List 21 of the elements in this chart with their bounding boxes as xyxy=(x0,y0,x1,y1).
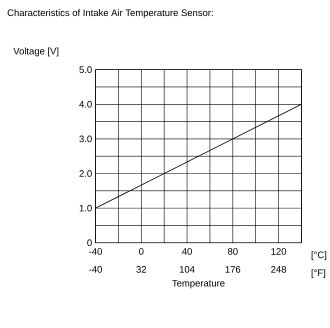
x2-tick-label: -40 xyxy=(89,266,102,273)
y-tick-label: 2.0 xyxy=(80,170,92,177)
y-tick-label: 0 xyxy=(87,239,92,246)
text: [°C] xyxy=(312,251,326,260)
x-axis-title: Temperature xyxy=(172,280,225,288)
x2-tick-label: 104 xyxy=(180,266,195,273)
x-tick-label: 80 xyxy=(228,248,238,255)
y-axis-title: Voltage [V] xyxy=(13,47,58,56)
x2-tick-label: 176 xyxy=(226,266,240,273)
chart-title: Characteristics of Intake Air Temperature Sensor: xyxy=(8,8,213,18)
y-tick-label: 3.0 xyxy=(79,135,92,142)
x-tick-label: -40 xyxy=(89,248,102,255)
y-tick-label: 5.0 xyxy=(79,66,92,73)
y-tick-label: 1.0 xyxy=(80,204,92,212)
x2-tick-label: 248 xyxy=(271,266,286,273)
x2-tick-label: 32 xyxy=(136,266,146,273)
y-tick-label: 4.0 xyxy=(79,100,92,108)
x-tick-label: 0 xyxy=(139,248,144,255)
x2-axis-title: [°F] xyxy=(312,269,326,278)
x-tick-label: 40 xyxy=(182,248,192,255)
x-tick-label: 120 xyxy=(271,248,286,255)
